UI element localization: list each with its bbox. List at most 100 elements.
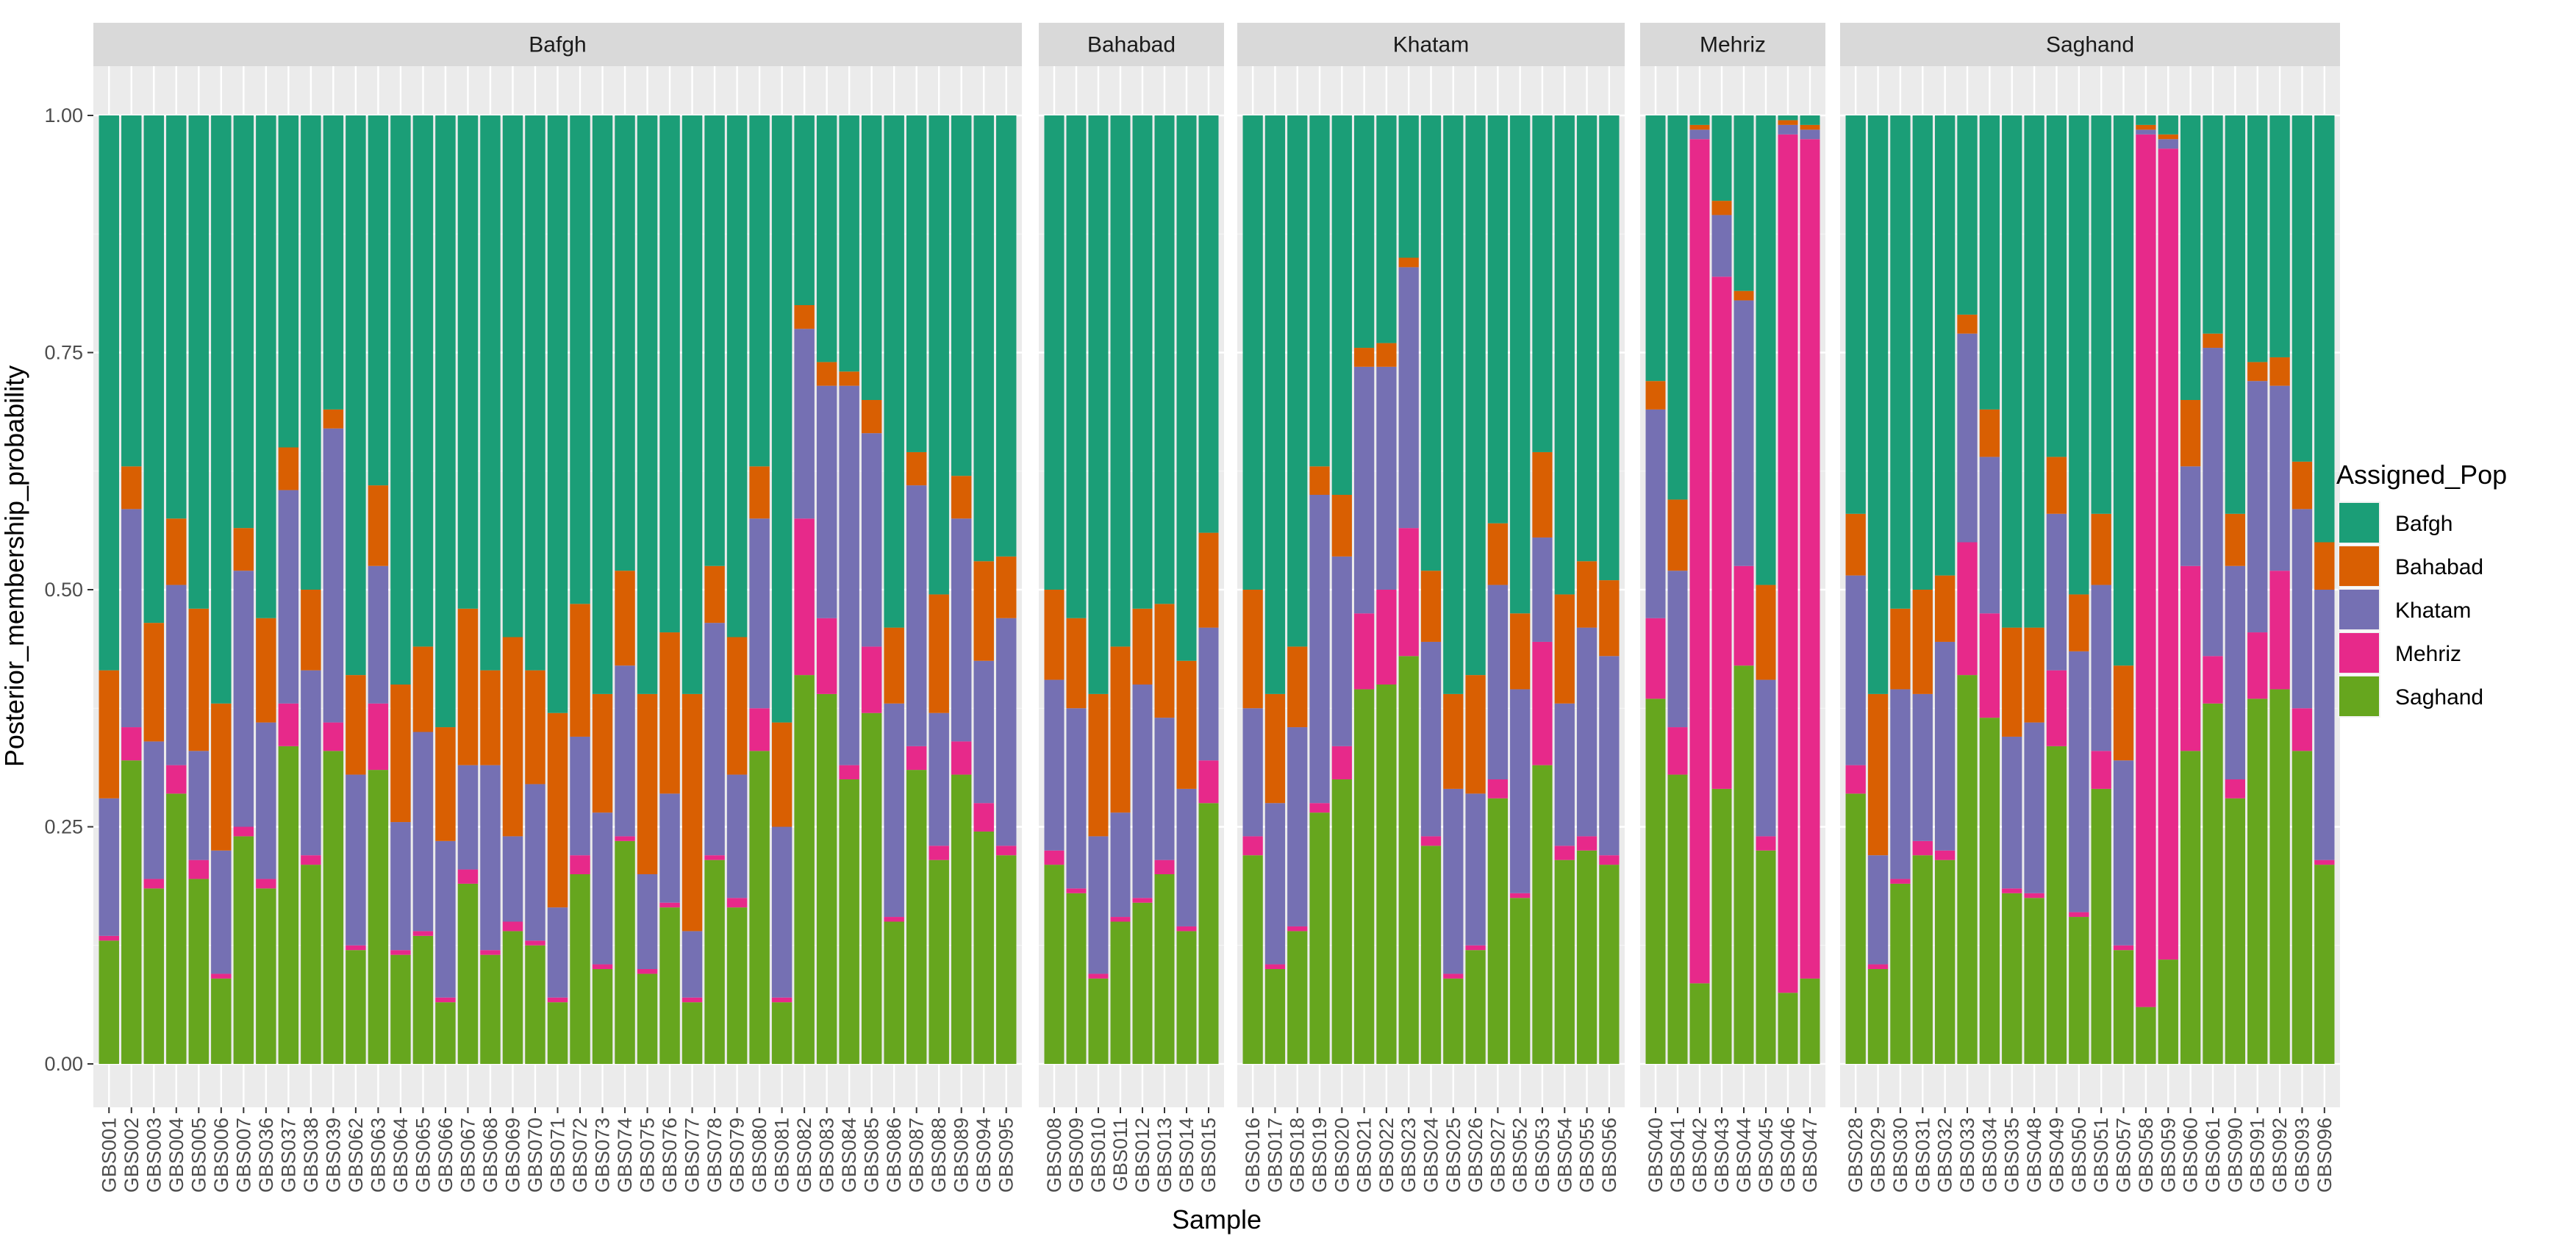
bar-segment-bafgh <box>1756 115 1776 585</box>
bar-segment-mehriz <box>2136 134 2156 1007</box>
bar-segment-bafgh <box>749 115 770 467</box>
bar-GBS034 <box>1979 115 2000 1064</box>
bar-segment-saghand <box>368 770 389 1064</box>
bar-GBS041 <box>1667 115 1688 1064</box>
bar-GBS094 <box>973 115 994 1064</box>
bar-segment-mehriz <box>1934 850 1956 860</box>
bar-segment-bahabad <box>2203 333 2223 349</box>
bar-GBS088 <box>929 115 949 1064</box>
bar-segment-saghand <box>2180 751 2201 1064</box>
bar-GBS061 <box>2203 115 2223 1064</box>
bar-segment-bahabad <box>1532 451 1553 538</box>
bar-GBS087 <box>906 115 927 1064</box>
bar-segment-saghand <box>2113 950 2134 1064</box>
x-tick-label: GBS028 <box>1845 1118 1867 1193</box>
bar-segment-bahabad <box>906 451 927 486</box>
legend-label: Bafgh <box>2395 512 2452 536</box>
bar-segment-bafgh <box>346 115 366 676</box>
bar-segment-mehriz <box>1778 134 1798 993</box>
bar-segment-khatam <box>1287 727 1308 926</box>
x-tick-label: GBS072 <box>569 1118 591 1193</box>
bar-segment-bahabad <box>861 400 882 434</box>
bar-GBS073 <box>592 115 613 1064</box>
bar-segment-khatam <box>1957 333 1978 543</box>
bar-segment-saghand <box>166 793 187 1064</box>
bar-segment-mehriz <box>143 879 165 889</box>
bar-segment-khatam <box>390 822 411 951</box>
bar-segment-mehriz <box>2291 708 2313 751</box>
bar-segment-saghand <box>973 831 994 1064</box>
bar-GBS029 <box>1867 115 1889 1064</box>
bar-segment-bahabad <box>457 608 479 765</box>
bar-segment-khatam <box>525 784 545 941</box>
bar-segment-saghand <box>278 746 299 1064</box>
bar-segment-saghand <box>929 860 949 1064</box>
y-tick-label: 0.75 <box>44 342 83 364</box>
bar-segment-mehriz <box>704 855 725 860</box>
x-tick-label: GBS068 <box>479 1118 501 1193</box>
bar-segment-saghand <box>1510 898 1531 1064</box>
x-tick-label: GBS063 <box>367 1118 389 1193</box>
bar-GBS009 <box>1066 115 1087 1064</box>
bar-segment-saghand <box>1287 931 1308 1064</box>
x-tick-label: GBS052 <box>1509 1118 1531 1193</box>
bar-segment-khatam <box>166 585 187 765</box>
bar-GBS010 <box>1088 115 1109 1064</box>
bar-segment-khatam <box>2158 139 2178 149</box>
bar-GBS014 <box>1176 115 1197 1064</box>
bar-segment-mehriz <box>749 708 770 751</box>
bar-segment-saghand <box>121 760 142 1064</box>
bar-segment-saghand <box>749 751 770 1064</box>
bar-segment-mehriz <box>412 931 434 936</box>
x-tick-label: GBS090 <box>2224 1118 2246 1193</box>
bar-segment-khatam <box>2113 760 2134 946</box>
bar-segment-bafgh <box>278 115 299 448</box>
bar-GBS067 <box>457 115 479 1064</box>
legend-label: Saghand <box>2395 685 2483 710</box>
bar-GBS071 <box>547 115 568 1064</box>
bar-GBS007 <box>233 115 254 1064</box>
x-tick-label: GBS036 <box>255 1118 277 1193</box>
bar-segment-bahabad <box>592 693 613 813</box>
bar-segment-bahabad <box>211 703 232 851</box>
bar-segment-saghand <box>1264 969 1286 1064</box>
bar-segment-saghand <box>659 907 680 1064</box>
bar-GBS042 <box>1689 115 1710 1064</box>
bar-segment-saghand <box>2136 1007 2156 1064</box>
bar-segment-bafgh <box>1465 115 1486 676</box>
bar-segment-bafgh <box>2269 115 2290 357</box>
bar-GBS013 <box>1154 115 1175 1064</box>
bar-segment-mehriz <box>1420 836 1442 846</box>
bar-segment-khatam <box>2002 736 2022 889</box>
bar-segment-bafgh <box>233 115 254 529</box>
bar-segment-mehriz <box>1979 613 2000 718</box>
bar-segment-mehriz <box>592 964 613 969</box>
bar-segment-mehriz <box>816 618 837 694</box>
bar-segment-bahabad <box>1331 495 1352 557</box>
bar-segment-khatam <box>2247 381 2268 633</box>
bar-segment-bafgh <box>1331 115 1352 495</box>
bar-segment-khatam <box>1689 129 1710 140</box>
x-tick-label: GBS005 <box>187 1118 210 1193</box>
bar-segment-bafgh <box>188 115 210 609</box>
x-tick-label: GBS065 <box>412 1118 434 1193</box>
x-tick-label: GBS045 <box>1755 1118 1777 1193</box>
bar-segment-bafgh <box>211 115 232 704</box>
bar-segment-mehriz <box>951 741 972 775</box>
bar-segment-bafgh <box>1132 115 1153 609</box>
bar-GBS031 <box>1912 115 1933 1064</box>
bar-GBS016 <box>1242 115 1263 1064</box>
bar-segment-bahabad <box>681 693 703 932</box>
bar-segment-bahabad <box>1353 348 1375 367</box>
bar-segment-khatam <box>2291 509 2313 709</box>
x-tick-label: GBS066 <box>434 1118 457 1193</box>
bar-segment-khatam <box>1198 627 1219 761</box>
x-tick-label: GBS095 <box>995 1118 1017 1193</box>
bar-segment-bafgh <box>637 115 658 694</box>
bar-segment-bafgh <box>2225 115 2246 514</box>
bar-GBS056 <box>1599 115 1620 1064</box>
bar-segment-saghand <box>726 907 748 1064</box>
x-tick-label: GBS040 <box>1645 1118 1667 1193</box>
bar-segment-khatam <box>726 774 748 898</box>
